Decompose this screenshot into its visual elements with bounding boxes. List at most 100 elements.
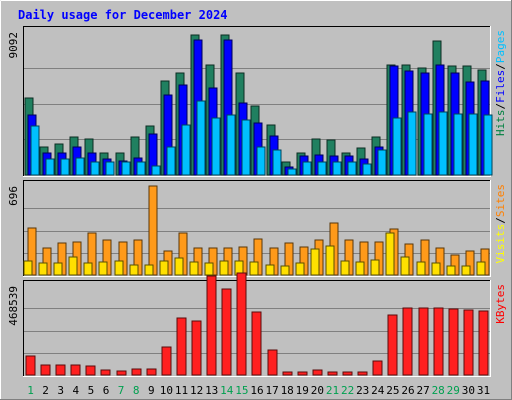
bar-sites-day-16 [249, 261, 259, 276]
day-label-17: 17 [265, 384, 278, 397]
bar-kbytes-day-13 [206, 275, 217, 376]
bar-kbytes-day-21 [327, 371, 338, 376]
bar-pages-day-3 [60, 158, 70, 176]
day-label-18: 18 [281, 384, 294, 397]
day-label-29: 29 [447, 384, 460, 397]
bar-kbytes-day-4 [70, 364, 81, 376]
day-label-23: 23 [356, 384, 369, 397]
bar-pages-day-5 [90, 161, 100, 176]
bar-pages-day-12 [196, 100, 206, 176]
bar-kbytes-day-24 [372, 360, 383, 376]
bar-pages-day-25 [392, 117, 402, 176]
bar-sites-day-30 [461, 265, 471, 276]
bar-kbytes-day-11 [176, 317, 187, 376]
day-label-22: 22 [341, 384, 354, 397]
bar-kbytes-day-14 [221, 288, 232, 376]
bar-visits-day-9 [148, 185, 158, 276]
day-label-30: 30 [462, 384, 475, 397]
bar-kbytes-day-3 [55, 364, 66, 376]
bar-sites-day-10 [159, 260, 169, 276]
bar-kbytes-day-29 [448, 308, 459, 376]
bar-sites-day-27 [416, 261, 426, 276]
bar-pages-day-1 [30, 125, 40, 176]
panel-kbytes: 468539 KBytes [7, 272, 507, 377]
panel-visits-sites: 696 Visits/Sites [7, 180, 507, 277]
bar-kbytes-day-22 [342, 371, 353, 376]
legend-entry: / [494, 63, 507, 70]
day-label-14: 14 [220, 384, 234, 397]
day-label-26: 26 [401, 384, 414, 397]
bar-pages-day-23 [362, 163, 372, 176]
bar-sites-day-6 [98, 261, 108, 276]
bar-kbytes-day-28 [433, 307, 444, 376]
bar-pages-day-30 [468, 113, 478, 176]
bar-kbytes-day-25 [387, 314, 398, 376]
panel-legend: Hits/Files/Pages [494, 30, 507, 136]
bar-kbytes-day-20 [312, 369, 323, 376]
day-label-10: 10 [160, 384, 173, 397]
bar-kbytes-day-10 [161, 346, 172, 376]
bar-pages-day-2 [45, 158, 55, 176]
chart-panels: 9092Hits/Files/Pages696Visits/Sites46853… [7, 26, 507, 377]
day-label-4: 4 [72, 384, 79, 397]
bar-sites-day-21 [325, 245, 335, 276]
bar-sites-day-7 [114, 260, 124, 276]
day-label-24: 24 [371, 384, 385, 397]
bar-sites-day-12 [189, 261, 199, 276]
bar-kbytes-day-27 [418, 307, 429, 376]
bar-kbytes-day-9 [146, 368, 157, 376]
legend-entry: / [494, 217, 507, 224]
day-label-19: 19 [296, 384, 309, 397]
bar-kbytes-day-2 [40, 364, 51, 376]
bar-kbytes-day-23 [357, 371, 368, 376]
panel-legend: KBytes [494, 284, 507, 324]
bar-kbytes-day-1 [25, 355, 36, 376]
bar-pages-day-15 [241, 119, 251, 176]
legend-entry: Visits [494, 224, 507, 264]
bar-sites-day-22 [340, 260, 350, 276]
legend-entry: / [494, 103, 507, 110]
chart-title: Daily usage for December 2024 [18, 8, 228, 22]
bar-kbytes-day-15 [236, 272, 247, 376]
legend-entry: Hits [494, 110, 507, 137]
panel-hits-files-pages: 9092 Hits/Files/Pages [7, 26, 507, 177]
bar-kbytes-day-17 [267, 349, 278, 376]
max-value-label: 9092 [7, 32, 20, 59]
bar-pages-day-31 [483, 114, 493, 176]
day-label-15: 15 [235, 384, 248, 397]
bar-kbytes-day-16 [251, 311, 262, 376]
bar-pages-day-24 [377, 149, 387, 176]
day-label-5: 5 [88, 384, 95, 397]
legend-entry: Sites [494, 184, 507, 217]
bar-sites-day-20 [310, 248, 320, 276]
day-label-21: 21 [326, 384, 339, 397]
legend-entry: KBytes [494, 284, 507, 324]
bar-sites-day-5 [83, 262, 93, 276]
bar-pages-day-18 [287, 168, 297, 176]
bar-kbytes-day-8 [131, 368, 142, 376]
max-value-label: 696 [7, 186, 20, 206]
bar-pages-day-14 [226, 114, 236, 176]
bar-pages-day-20 [317, 161, 327, 176]
bar-pages-day-29 [453, 113, 463, 176]
bar-kbytes-day-7 [116, 370, 127, 376]
bar-kbytes-day-26 [402, 307, 413, 376]
day-label-9: 9 [148, 384, 155, 397]
bar-pages-day-13 [211, 117, 221, 176]
bar-kbytes-day-19 [297, 371, 308, 376]
bar-pages-day-6 [105, 161, 115, 176]
day-label-31: 31 [477, 384, 490, 397]
bar-pages-day-28 [438, 111, 448, 176]
bar-sites-day-29 [446, 265, 456, 276]
bar-sites-day-17 [265, 264, 275, 276]
bar-kbytes-day-30 [463, 309, 474, 376]
bar-pages-day-21 [332, 161, 342, 176]
day-label-20: 20 [311, 384, 324, 397]
legend-entry: Pages [494, 30, 507, 63]
day-label-25: 25 [386, 384, 399, 397]
bar-sites-day-14 [219, 260, 229, 276]
day-label-8: 8 [133, 384, 140, 397]
day-label-1: 1 [27, 384, 34, 397]
day-label-27: 27 [416, 384, 429, 397]
day-label-16: 16 [250, 384, 263, 397]
